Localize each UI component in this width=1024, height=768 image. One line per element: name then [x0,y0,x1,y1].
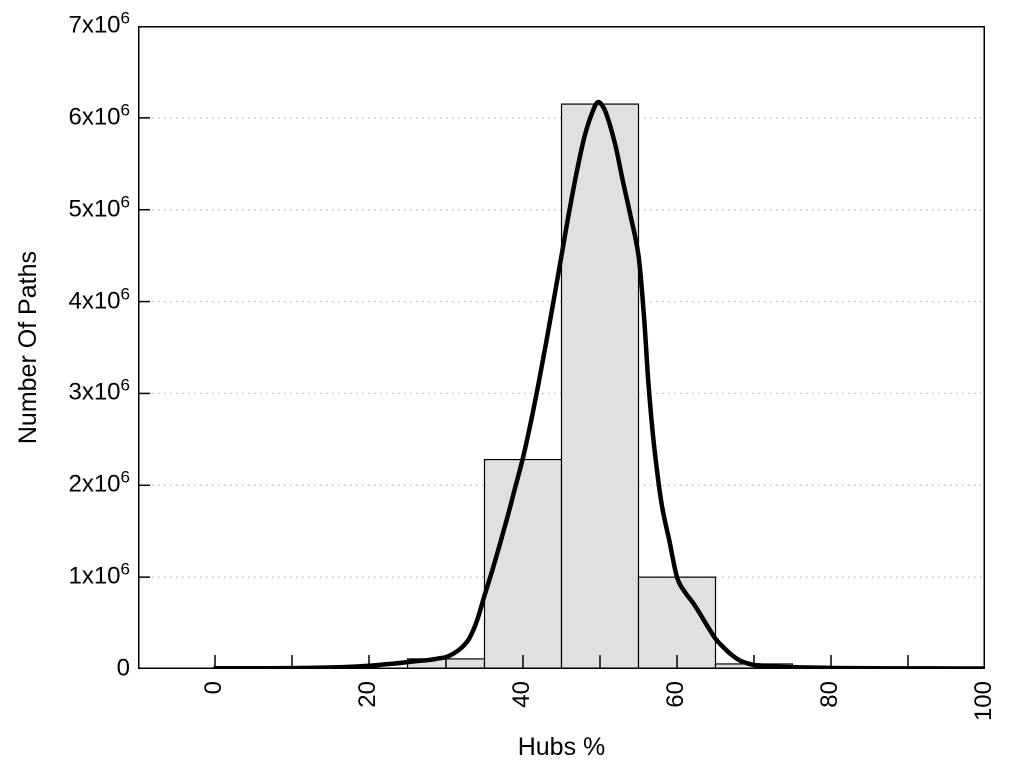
y-tick-label: 0 [116,654,130,682]
y-tick-label: 2x106 [68,467,130,498]
plot-border [138,26,985,669]
y-tick-label: 6x106 [68,100,130,131]
y-tick-label: 7x106 [68,8,130,39]
x-tick-label: 0 [200,681,227,695]
y-tick-labels: 0 1x106 2x106 3x106 4x106 5x106 6x106 7x106 [0,10,130,681]
y-tick-label: 5x106 [68,192,130,223]
y-tick-label: 3x106 [68,375,130,406]
x-tick-label: 60 [662,681,689,708]
x-tick-label: 100 [970,681,997,722]
plot-area [138,26,985,669]
y-tick-label: 1x106 [68,559,130,590]
x-tick-label: 80 [816,681,843,708]
x-axis-title: Hubs % [517,733,606,761]
histogram-bar [637,576,717,669]
density-curve [212,99,985,669]
histogram-bar [483,458,563,669]
x-tick-label: 40 [508,681,535,708]
x-tick-label: 20 [354,681,381,708]
y-tick-label: 4x106 [68,284,130,315]
